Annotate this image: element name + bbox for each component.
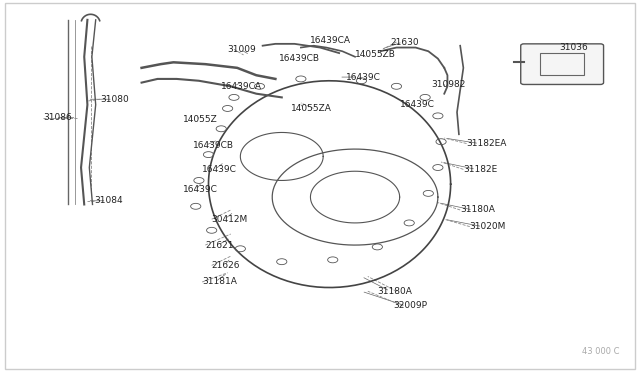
FancyBboxPatch shape bbox=[521, 44, 604, 84]
Text: 31084: 31084 bbox=[94, 196, 122, 205]
Text: 31036: 31036 bbox=[559, 43, 588, 52]
Text: 16439CA: 16439CA bbox=[310, 36, 351, 45]
Text: 21621: 21621 bbox=[205, 241, 234, 250]
Text: 31086: 31086 bbox=[43, 113, 72, 122]
Text: 16439C: 16439C bbox=[346, 73, 380, 81]
Text: 31009: 31009 bbox=[228, 45, 257, 54]
Text: 14055ZB: 14055ZB bbox=[355, 51, 396, 60]
Text: 32009P: 32009P bbox=[394, 301, 428, 311]
Text: 16439CA: 16439CA bbox=[221, 82, 262, 91]
Text: 43 000 C: 43 000 C bbox=[582, 347, 620, 356]
Text: 21630: 21630 bbox=[390, 38, 419, 46]
Text: 31181A: 31181A bbox=[202, 278, 237, 286]
Text: 31020M: 31020M bbox=[470, 222, 506, 231]
Text: 310982: 310982 bbox=[431, 80, 466, 89]
Text: 16439CB: 16439CB bbox=[193, 141, 234, 150]
Text: 31182EA: 31182EA bbox=[467, 139, 507, 148]
Text: 16439C: 16439C bbox=[183, 185, 218, 194]
Text: 16439C: 16439C bbox=[399, 100, 435, 109]
Text: 21626: 21626 bbox=[212, 261, 240, 270]
Text: 31180A: 31180A bbox=[460, 205, 495, 215]
Text: 14055ZA: 14055ZA bbox=[291, 104, 332, 113]
Text: 16439C: 16439C bbox=[202, 165, 237, 174]
Text: 16439CB: 16439CB bbox=[278, 54, 319, 63]
Text: 31182E: 31182E bbox=[463, 165, 498, 174]
Text: 31080: 31080 bbox=[100, 95, 129, 104]
Bar bbox=[540, 53, 584, 75]
Text: 31180A: 31180A bbox=[378, 287, 412, 296]
Text: 30412M: 30412M bbox=[212, 215, 248, 224]
Text: 14055Z: 14055Z bbox=[183, 115, 218, 124]
